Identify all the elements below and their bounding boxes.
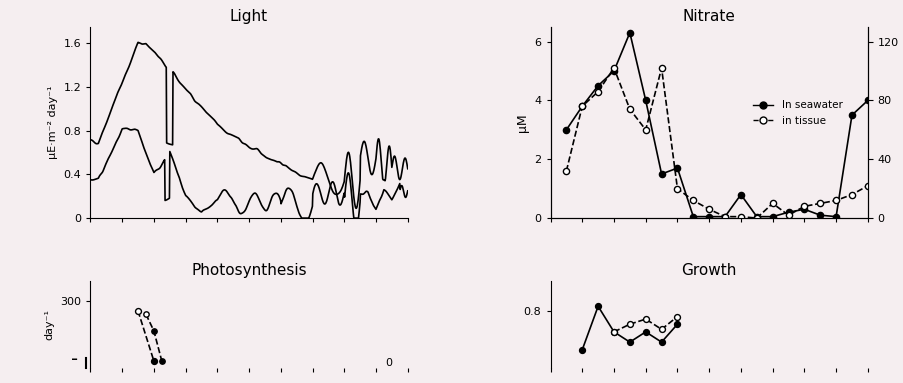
Point [606,329,620,335]
Point [559,168,573,174]
Point [591,88,605,95]
Point [622,29,637,36]
Point [812,200,826,206]
Y-axis label: μM: μM [516,113,528,132]
Point [574,103,589,109]
Point [654,339,668,345]
Title: Nitrate: Nitrate [682,9,735,24]
Point [812,212,826,218]
Point [622,321,637,327]
Point [685,214,700,220]
Point [574,103,589,109]
Title: Growth: Growth [681,263,736,278]
Point [622,339,637,345]
Point [828,214,842,220]
Point [780,212,795,218]
Point [860,183,874,189]
Point [654,65,668,71]
Point [733,214,748,220]
Point [796,206,811,212]
Y-axis label: day⁻¹: day⁻¹ [45,309,55,340]
Point [765,200,779,206]
Point [654,326,668,332]
Point [796,203,811,210]
Point [717,214,731,220]
Point [701,206,715,212]
Point [146,358,161,364]
Point [154,358,169,364]
Point [638,127,652,133]
Point [828,197,842,203]
Point [685,197,700,203]
Point [591,303,605,309]
Title: Light: Light [229,9,268,24]
Title: Photosynthesis: Photosynthesis [191,263,306,278]
Point [701,214,715,220]
Point [733,192,748,198]
Point [654,171,668,177]
Point [669,313,684,319]
Text: -: - [71,350,79,369]
Y-axis label: μE·m⁻² day⁻¹: μE·m⁻² day⁻¹ [48,86,58,159]
Point [638,329,652,335]
Point [669,186,684,192]
Point [622,106,637,112]
Point [843,112,858,118]
Legend: In seawater, in tissue: In seawater, in tissue [748,96,846,130]
Point [638,97,652,103]
Point [606,329,620,335]
Point [749,214,763,220]
Point [765,214,779,220]
Point [138,311,153,317]
Point [559,127,573,133]
Point [780,209,795,215]
Point [669,321,684,327]
Point [574,347,589,353]
Point [591,83,605,89]
Point [717,214,731,220]
Text: 0: 0 [385,358,391,368]
Point [749,215,763,221]
Point [669,165,684,171]
Point [638,316,652,322]
Point [606,65,620,71]
Point [843,192,858,198]
Point [146,328,161,334]
Point [131,308,145,314]
Point [606,68,620,74]
Point [860,97,874,103]
